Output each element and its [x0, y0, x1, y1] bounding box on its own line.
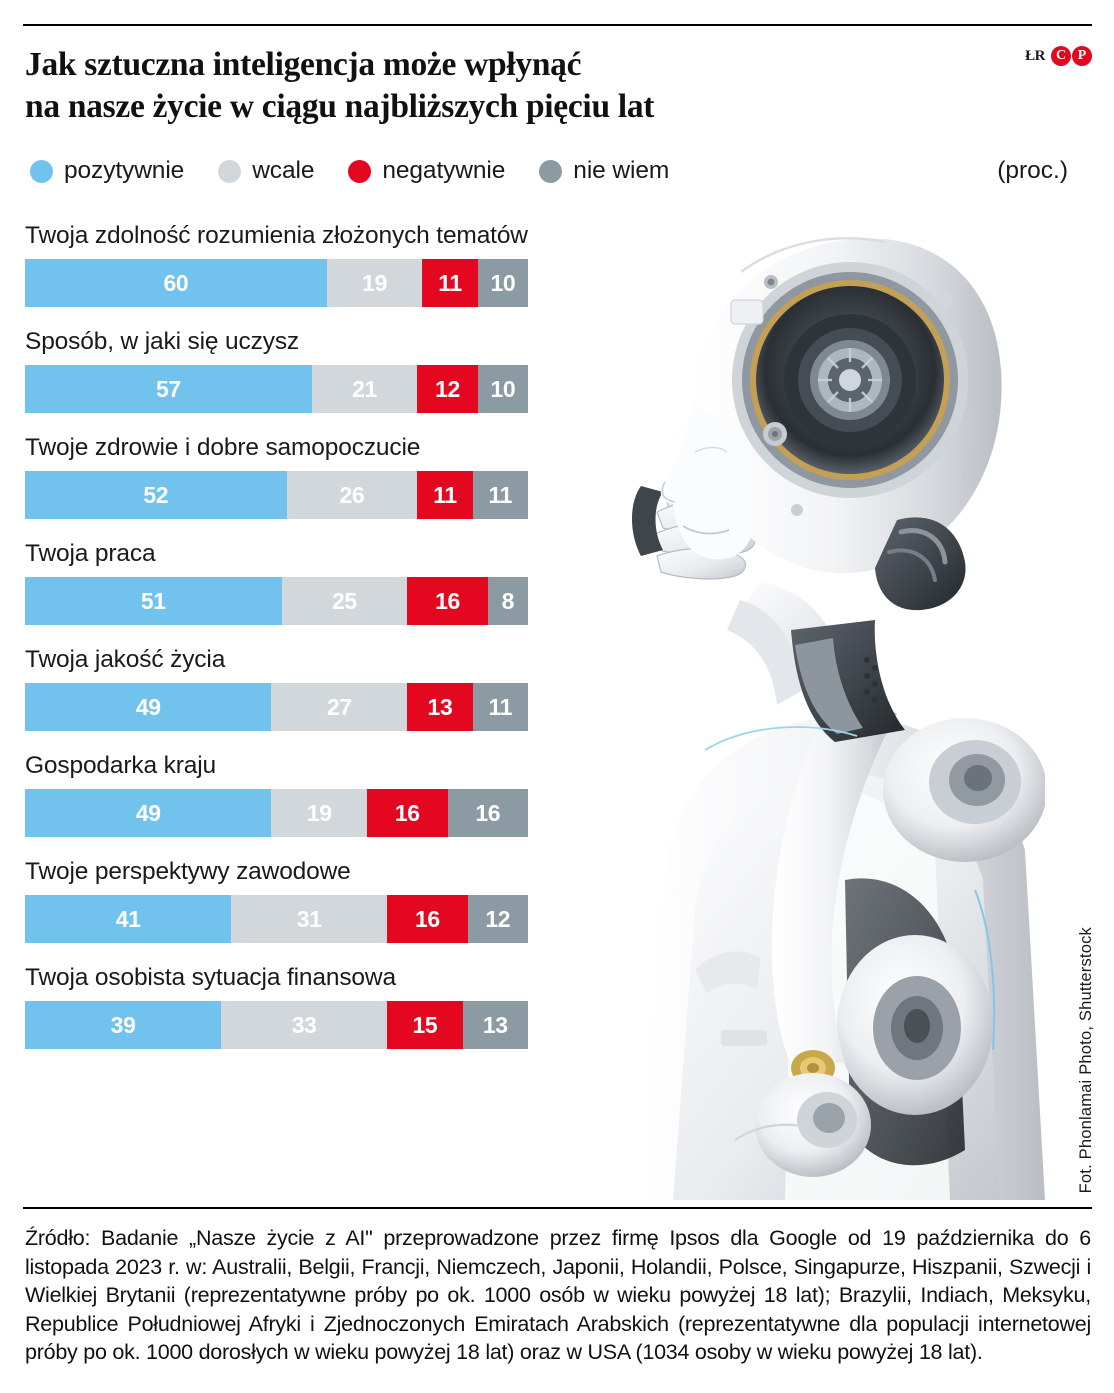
copyright-p-icon: P [1072, 46, 1092, 66]
chart-bar-segment-wcale: 31 [231, 895, 388, 943]
bottom-divider [23, 1207, 1092, 1209]
logo-marks: C P [1051, 46, 1092, 66]
publisher-logo: ŁR C P [1025, 46, 1092, 66]
chart-bar-segment-nie wiem: 11 [472, 471, 528, 519]
robot-photo [545, 190, 1045, 1200]
chart-bar: 51 25 16 8 [25, 577, 528, 625]
chart-bar-segment-wcale: 33 [221, 1001, 388, 1049]
chart-bar-segment-wcale: 27 [271, 683, 408, 731]
legend-item-pozytywnie: pozytywnie [30, 157, 184, 185]
chart-bar-segment-negatywnie: 11 [422, 259, 478, 307]
chart-row-label: Twoja praca [25, 540, 156, 567]
chart-bar-segment-wcale: 25 [281, 577, 408, 625]
legend-dot-icon [218, 159, 242, 183]
chart-row: Twoja praca 51 25 16 8 [25, 540, 535, 625]
chart-bar-segment-pozytywnie: 60 [25, 259, 327, 307]
chart-bar: 49 19 16 16 [25, 789, 528, 837]
legend-unit: (proc.) [997, 157, 1068, 184]
chart-bar-segment-pozytywnie: 51 [25, 577, 282, 625]
page-title: Jak sztuczna inteligencja może wpłynąć n… [25, 46, 655, 125]
chart-bar-segment-negatywnie: 13 [407, 683, 473, 731]
chart-row: Sposób, w jaki się uczysz 57 21 12 10 [25, 328, 535, 413]
chart-bar-segment-wcale: 21 [311, 365, 418, 413]
chart-row: Twoja osobista sytuacja finansowa 39 33 15 1… [25, 964, 535, 1049]
chart-legend: pozytywnie wcale negatywnie nie wiem (pr… [30, 157, 1090, 185]
chart-row: Twoje perspektywy zawodowe 41 31 16 12 [25, 858, 535, 943]
legend-label: negatywnie [382, 157, 506, 184]
legend-dot-icon [539, 159, 563, 183]
chart-row-label: Twoje perspektywy zawodowe [25, 858, 351, 885]
chart-bar-segment-pozytywnie: 39 [25, 1001, 222, 1049]
chart-bar: 60 19 11 10 [25, 259, 528, 307]
chart-row: Twoje zdrowie i dobre samopoczucie 52 26 11… [25, 434, 535, 519]
chart-bar-segment-nie wiem: 16 [447, 789, 528, 837]
chart-bar-segment-nie wiem: 10 [477, 259, 528, 307]
chart-bar-segment-pozytywnie: 49 [25, 789, 272, 837]
source-note: Źródło: Badanie „Nasze życie z AI" przep… [25, 1226, 1091, 1364]
chart-bar-segment-pozytywnie: 52 [25, 471, 287, 519]
chart-bar-segment-nie wiem: 12 [467, 895, 528, 943]
legend-dot-icon [348, 159, 372, 183]
legend-item-negatywnie: negatywnie [348, 157, 505, 185]
chart-bar-segment-negatywnie: 16 [387, 895, 468, 943]
chart-bar-segment-wcale: 19 [326, 259, 423, 307]
top-divider [23, 24, 1092, 26]
legend-dot-icon [30, 159, 53, 183]
chart-bar: 52 26 11 11 [25, 471, 528, 519]
chart-bar: 57 21 12 10 [25, 365, 528, 413]
chart-bar-segment-negatywnie: 16 [367, 789, 448, 837]
chart-row: Twoja jakość życia 49 27 13 11 [25, 646, 535, 731]
legend-item-nie-wiem: nie wiem [539, 157, 669, 185]
chart-bar: 49 27 13 11 [25, 683, 528, 731]
chart-row: Twoja zdolność rozumienia złożonych tema… [25, 222, 535, 307]
chart-bar-segment-nie wiem: 11 [472, 683, 528, 731]
copyright-c-icon: C [1051, 46, 1071, 66]
chart-bar-segment-wcale: 19 [271, 789, 368, 837]
chart-bar-segment-negatywnie: 16 [407, 577, 488, 625]
chart-bar-segment-wcale: 26 [286, 471, 418, 519]
chart-bar-segment-nie wiem: 8 [487, 577, 528, 625]
chart-bar-segment-pozytywnie: 49 [25, 683, 272, 731]
chart-bar-segment-negatywnie: 11 [417, 471, 473, 519]
legend-label: wcale [252, 157, 315, 184]
chart-row: Gospodarka kraju 49 19 16 16 [25, 752, 535, 837]
chart-bar-segment-pozytywnie: 57 [25, 365, 312, 413]
chart-row-label: Gospodarka kraju [25, 752, 216, 779]
stacked-bar-chart: Twoja zdolność rozumienia złożonych tema… [25, 222, 535, 1049]
chart-row-label: Twoja osobista sytuacja finansowa [25, 964, 396, 991]
chart-bar: 41 31 16 12 [25, 895, 528, 943]
chart-bar-segment-nie wiem: 13 [462, 1001, 528, 1049]
chart-bar: 39 33 15 13 [25, 1001, 528, 1049]
chart-row-label: Sposób, w jaki się uczysz [25, 328, 300, 355]
legend-item-wcale: wcale [218, 157, 314, 185]
chart-bar-segment-pozytywnie: 41 [25, 895, 232, 943]
chart-bar-segment-negatywnie: 12 [417, 365, 478, 413]
chart-row-label: Twoja zdolność rozumienia złożonych tema… [25, 222, 528, 249]
legend-label: nie wiem [573, 157, 670, 184]
header: Jak sztuczna inteligencja może wpłynąć n… [25, 44, 1090, 128]
chart-row-label: Twoje zdrowie i dobre samopoczucie [25, 434, 421, 461]
chart-bar-segment-negatywnie: 15 [387, 1001, 463, 1049]
chart-row-label: Twoja jakość życia [25, 646, 226, 673]
chart-bar-segment-nie wiem: 10 [477, 365, 528, 413]
photo-credit: Fot. Phonlamai Photo, Shutterstock [1077, 926, 1095, 1193]
legend-label: pozytywnie [64, 157, 185, 184]
logo-initials: ŁR [1025, 47, 1045, 64]
